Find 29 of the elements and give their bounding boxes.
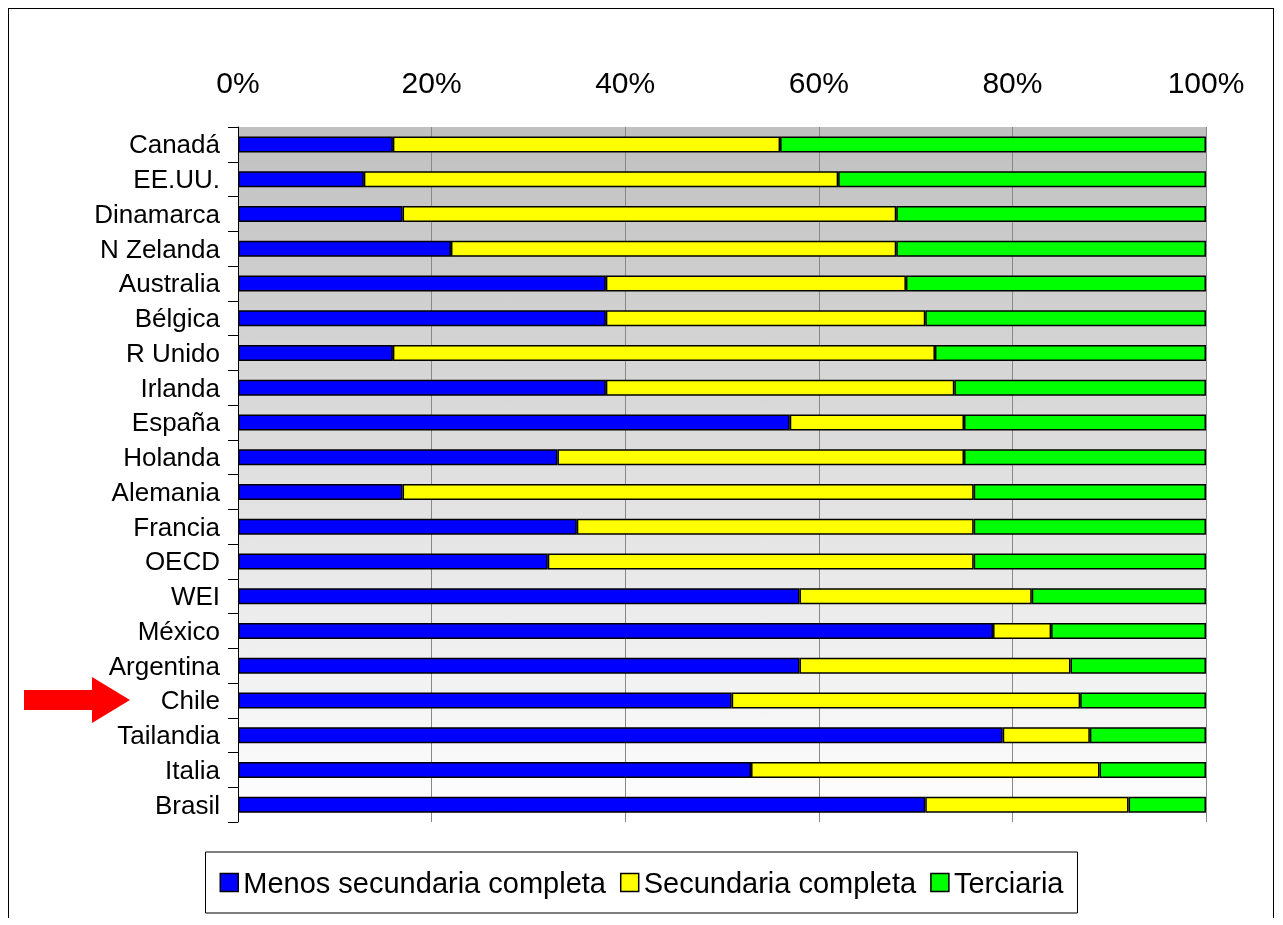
y-tick-label: EE.UU. [133,164,220,195]
y-tick-label: Canadá [128,129,221,160]
y-tick-label: OECD [144,546,220,577]
y-tick-label: Holanda [123,442,221,473]
legend-label: Secundaria completa [643,866,918,899]
legend-label: Terciaria [953,866,1065,899]
y-tick-label: Dinamarca [94,198,221,229]
y-tick-label: WEI [170,581,220,612]
x-tick-label: 60% [788,65,849,99]
x-tick-label: 100% [1167,65,1245,99]
y-tick-label: R Unido [126,337,220,368]
y-tick-label: Tailandia [117,720,221,751]
y-tick-label: México [137,615,220,646]
legend-label: Menos secundaria completa [243,866,607,899]
y-tick-label: España [131,407,221,438]
y-tick-label: Francia [133,511,221,542]
x-tick-label: 40% [595,65,656,99]
y-tick-label: Alemania [111,476,221,507]
x-tick-label: 20% [401,65,462,99]
y-tick-label: Australia [118,268,221,299]
y-tick-label: Argentina [108,650,221,681]
y-tick-label: Italia [165,754,221,785]
y-tick-label: Irlanda [140,372,221,403]
y-tick-label: Chile [160,685,220,716]
y-tick-label: Bélgica [134,303,221,334]
y-tick-label: Brasil [154,789,220,820]
x-tick-label: 0% [216,65,260,99]
x-tick-label: 80% [982,65,1043,99]
y-tick-label: N Zelanda [100,233,221,264]
